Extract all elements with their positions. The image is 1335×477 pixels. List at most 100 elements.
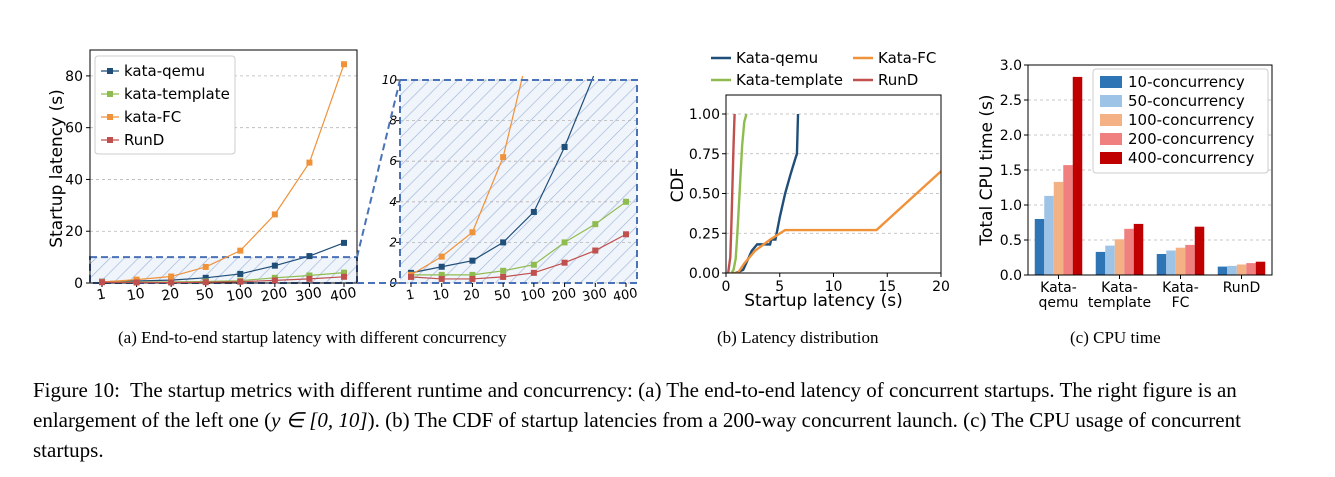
zoom-region	[90, 257, 357, 283]
x-tick-label: 5	[775, 279, 784, 295]
data-point-kata-qemu	[202, 274, 209, 281]
data-point-kata-FC	[202, 263, 209, 270]
bar-50-concurrency	[1044, 195, 1054, 275]
x-tick-label: 20	[160, 286, 180, 305]
y-axis-label: CDF	[668, 168, 688, 203]
bar-200-concurrency	[1063, 165, 1073, 275]
data-point-kata-template	[561, 239, 568, 246]
data-point-kata-template	[592, 221, 599, 228]
bar-10-concurrency	[1034, 219, 1045, 275]
y-tick-label: 3.0	[1000, 58, 1022, 74]
subcaption-a: (a) End-to-end startup latency with diff…	[118, 328, 507, 347]
legend-swatch-100-concurrency	[1100, 114, 1122, 126]
x-tick-label: FC	[1172, 295, 1190, 311]
y-tick-label: 20	[65, 224, 83, 240]
data-point-kata-FC	[237, 247, 244, 254]
x-tick-label: Kata-	[1040, 280, 1077, 296]
bar-200-concurrency	[1246, 263, 1256, 275]
bar-400-concurrency	[1255, 261, 1266, 275]
x-axis-label: Startup latency (s)	[744, 291, 902, 311]
y-tick-label: 1.5	[1000, 163, 1022, 179]
subcaption-b: (b) Latency distribution	[717, 328, 879, 347]
data-point-kata-template	[341, 269, 347, 276]
x-tick-label: 300	[581, 286, 608, 305]
x-tick-label: Kata-	[1101, 280, 1138, 296]
y-axis-label: Startup latency (s)	[47, 89, 67, 247]
axes-frame	[725, 94, 942, 274]
y-tick-label: 1.00	[689, 107, 720, 123]
y-tick-label: 0	[74, 276, 83, 292]
x-tick-label: 10	[126, 286, 146, 305]
bar-50-concurrency	[1227, 265, 1237, 275]
bar-10-concurrency	[1156, 254, 1167, 275]
bar-100-concurrency	[1053, 181, 1064, 275]
panel-c: 0.00.51.01.52.02.53.0Kata-qemuKata-templ…	[977, 58, 1273, 311]
y-axis-label: Total CPU time (s)	[977, 94, 997, 246]
data-point-RunD	[623, 231, 629, 238]
data-point-RunD	[133, 279, 140, 286]
bar-100-concurrency	[1114, 239, 1125, 275]
data-point-kata-FC	[500, 154, 507, 161]
cdf-line-Kata-qemu	[735, 113, 800, 273]
legend-box	[94, 55, 236, 155]
y-tick-label: 2.5	[1000, 93, 1022, 109]
y-tick-label: 0.0	[1000, 268, 1022, 284]
data-point-kata-qemu	[561, 143, 568, 150]
data-point-kata-qemu	[469, 257, 476, 264]
data-point-kata-FC	[469, 229, 476, 236]
x-tick-label: template	[1088, 295, 1151, 311]
legend-label-RunD: RunD	[124, 131, 164, 149]
legend-swatch-400-concurrency	[1100, 152, 1122, 164]
bar-10-concurrency	[1095, 251, 1106, 275]
legend-box	[1092, 68, 1269, 174]
series-line-kata-template	[411, 201, 627, 276]
series-line-kata-FC	[101, 64, 345, 283]
zoom-connector	[356, 79, 401, 284]
data-point-RunD	[408, 273, 414, 280]
legend-marker-kata-FC	[107, 114, 113, 120]
data-point-RunD	[271, 277, 278, 284]
bar-400-concurrency	[1194, 226, 1205, 275]
data-point-kata-qemu	[341, 239, 347, 246]
data-point-kata-qemu	[530, 208, 537, 215]
subcaption-c: (c) CPU time	[1070, 328, 1161, 347]
legend-label-200-concurrency: 200-concurrency	[1128, 130, 1254, 148]
data-point-RunD	[592, 247, 599, 254]
data-point-kata-FC	[341, 61, 347, 68]
legend-swatch-10-concurrency	[1100, 76, 1122, 88]
x-tick-label: 300	[294, 285, 323, 305]
data-point-RunD	[237, 278, 244, 285]
y-tick-label: 2.0	[1000, 128, 1022, 144]
zoom-connector-top	[356, 79, 401, 258]
bar-50-concurrency	[1166, 250, 1176, 275]
zoom-series	[408, 76, 629, 282]
series-line-kata-qemu	[410, 76, 595, 274]
bar-400-concurrency	[1072, 76, 1083, 276]
legend-label-10-concurrency: 10-concurrency	[1128, 73, 1245, 91]
x-tick-label: 50	[493, 287, 512, 305]
y-tick-label: 60	[65, 121, 83, 137]
data-point-kata-qemu	[438, 263, 445, 270]
data-point-kata-qemu	[271, 262, 278, 269]
cdf-line-Kata-FC	[731, 170, 941, 273]
legend-swatch-50-concurrency	[1100, 95, 1122, 107]
x-tick-label: 10	[825, 279, 843, 295]
data-point-RunD	[202, 279, 209, 286]
data-point-kata-template	[623, 198, 629, 205]
panel-a-left: 0 20 40 60 80 1 10 20 50 100 200 300 400 Startup late…	[47, 49, 358, 305]
bar-400-concurrency	[1133, 223, 1144, 275]
data-point-kata-template	[530, 261, 537, 268]
legend-label-50-concurrency: 50-concurrency	[1128, 92, 1245, 110]
bar-10-concurrency	[1217, 266, 1228, 275]
data-point-kata-FC	[271, 211, 278, 218]
x-tick-label: 400	[612, 286, 639, 305]
y-tick-label: 1.0	[1000, 198, 1022, 214]
data-point-kata-qemu	[237, 270, 244, 277]
y-tick-label: 0.25	[689, 226, 720, 242]
legend-label-kata-FC: kata-FC	[124, 108, 181, 126]
y-tick-label: 0.75	[689, 147, 720, 163]
data-point-kata-FC	[168, 273, 175, 280]
cdf-line-Kata-template	[730, 113, 748, 273]
legend-marker-RunD	[107, 137, 113, 143]
x-tick-label: 1	[96, 286, 108, 303]
